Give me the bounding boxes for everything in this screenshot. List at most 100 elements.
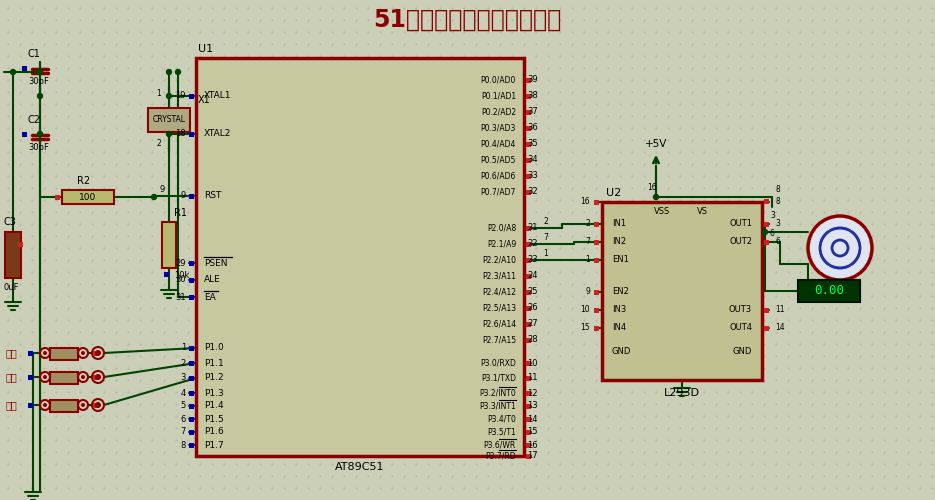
Text: P2.1/A9: P2.1/A9 [487,240,516,248]
Bar [189,194,194,198]
Bar [189,376,194,380]
Bar [50,348,78,360]
Text: 30: 30 [176,276,186,284]
Text: P2.6/A14: P2.6/A14 [482,320,516,328]
Text: IN3: IN3 [612,306,626,314]
Text: 2: 2 [156,140,161,148]
Bar [526,242,531,246]
Text: 10k: 10k [174,270,190,280]
Text: OUT3: OUT3 [729,306,752,314]
Bar [526,290,531,294]
Bar [28,375,33,380]
Bar [189,260,194,266]
Text: 35: 35 [527,140,538,148]
Text: P2.2/A10: P2.2/A10 [482,256,516,264]
Text: 7: 7 [543,232,549,241]
Text: VS: VS [697,208,708,216]
Bar [189,442,194,448]
Bar [594,326,599,330]
Bar [189,360,194,366]
Text: P0.5/AD5: P0.5/AD5 [481,156,516,164]
Bar [764,222,769,226]
Text: 18: 18 [176,130,186,138]
Text: P2.3/A11: P2.3/A11 [482,272,516,280]
Bar [189,430,194,434]
Text: 38: 38 [527,92,538,100]
Bar [526,442,531,448]
Bar [50,400,78,412]
Text: 5: 5 [180,402,186,410]
Circle shape [37,132,42,136]
Bar [189,404,194,408]
Circle shape [166,70,171,74]
Text: 16: 16 [647,184,656,192]
Text: 26: 26 [527,304,538,312]
Bar [526,430,531,434]
Text: 100: 100 [79,192,96,202]
Bar [526,306,531,310]
Text: P0.3/AD3: P0.3/AD3 [481,124,516,132]
Bar [594,200,599,204]
Text: IN1: IN1 [612,220,626,228]
Text: P0.0/AD0: P0.0/AD0 [481,76,516,84]
Circle shape [43,351,47,355]
Text: OUT2: OUT2 [729,238,752,246]
Text: 10: 10 [527,358,538,368]
Circle shape [95,374,101,380]
Text: 15: 15 [581,324,590,332]
Text: OUT4: OUT4 [729,324,752,332]
Text: 8: 8 [776,198,781,206]
Circle shape [37,94,42,98]
Text: R2: R2 [77,176,90,186]
Bar [594,240,599,244]
Text: 14: 14 [775,324,784,332]
Text: 37: 37 [527,108,538,116]
Circle shape [95,402,101,408]
Circle shape [10,70,16,74]
Text: 14: 14 [527,414,538,424]
Text: 23: 23 [527,256,538,264]
Text: EA: EA [204,292,216,302]
Text: 12: 12 [527,388,538,398]
Text: U2: U2 [606,188,621,198]
Bar [798,280,860,302]
Text: 6: 6 [775,238,780,246]
Text: P1.2: P1.2 [204,374,223,382]
Bar [5,232,21,278]
Bar [526,376,531,380]
Bar [526,226,531,230]
Circle shape [81,375,85,379]
Text: 13: 13 [527,402,538,410]
Text: GND: GND [733,348,752,356]
Bar [93,403,98,408]
Text: IN2: IN2 [612,238,626,246]
Text: 25: 25 [527,288,538,296]
Bar [93,351,98,356]
Text: C1: C1 [28,49,41,59]
Text: 22: 22 [527,240,538,248]
Text: 11: 11 [527,374,538,382]
Bar [526,338,531,342]
Text: 10: 10 [581,306,590,314]
Text: 1: 1 [156,90,161,98]
Bar [526,360,531,366]
Bar [526,416,531,422]
Text: 1: 1 [180,344,186,352]
Bar [526,390,531,396]
Bar [162,222,176,268]
Text: OUT1: OUT1 [729,220,752,228]
Text: 停止: 停止 [6,400,18,410]
Bar [189,132,194,136]
Text: P1.5: P1.5 [204,414,223,424]
Bar [55,195,60,200]
Text: VSS: VSS [654,208,670,216]
Bar [526,190,531,194]
Bar [526,110,531,114]
Text: AT89C51: AT89C51 [336,462,384,472]
Text: U1: U1 [198,44,213,54]
Text: PSEN: PSEN [204,258,227,268]
Text: XTAL2: XTAL2 [204,130,231,138]
Circle shape [81,351,85,355]
Circle shape [166,94,171,98]
Bar [526,322,531,326]
